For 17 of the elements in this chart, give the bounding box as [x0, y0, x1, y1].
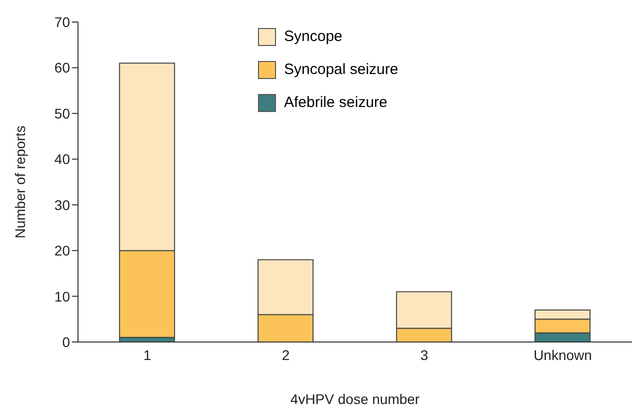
legend-label: Syncope — [284, 28, 342, 45]
y-tick-label: 10 — [54, 288, 70, 304]
x-tick-label: 1 — [143, 346, 152, 363]
y-tick-label: 60 — [54, 60, 70, 76]
legend-label: Syncopal seizure — [284, 61, 398, 78]
y-axis-title: Number of reports — [12, 126, 28, 238]
y-tick-label: 0 — [62, 334, 70, 350]
x-tick-label: Unknown — [534, 346, 592, 363]
x-axis-title: 4vHPV dose number — [290, 391, 420, 407]
y-tick-label: 30 — [54, 196, 70, 213]
y-tick-label: 20 — [54, 242, 70, 259]
x-tick-label: 2 — [282, 346, 290, 363]
legend-label: Afebrile seizure — [284, 94, 388, 111]
y-tick-label: 40 — [54, 151, 70, 168]
y-tick-label: 50 — [54, 105, 70, 122]
y-tick-label: 70 — [54, 14, 70, 30]
x-tick-label: 3 — [420, 346, 428, 363]
